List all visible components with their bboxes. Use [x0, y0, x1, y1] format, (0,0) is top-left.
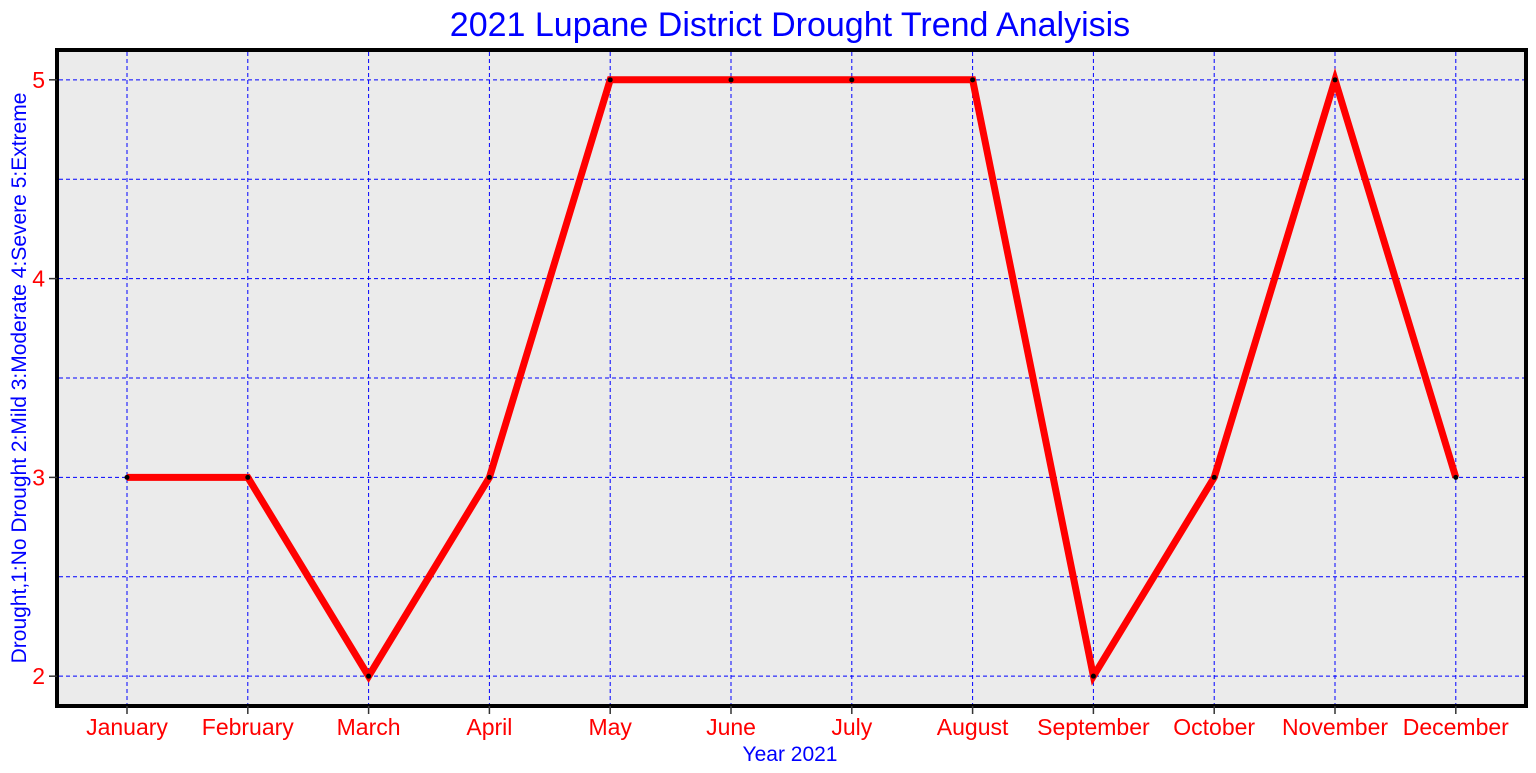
data-point [124, 474, 130, 480]
y-axis-ticks: 2 3 4 5 [32, 67, 57, 689]
x-axis-label: Year 2021 [743, 743, 838, 766]
x-tick-label: March [337, 714, 401, 740]
y-tick-label: 5 [32, 67, 45, 93]
x-tick-label: February [202, 714, 295, 740]
y-tick-label: 3 [32, 464, 45, 490]
x-tick-label: December [1403, 714, 1509, 740]
y-tick-label: 4 [32, 266, 45, 292]
x-tick-label: October [1173, 714, 1255, 740]
data-point [1332, 77, 1338, 83]
y-axis-label: Drought,1:No Drought 2:Mild 3:Moderate 4… [8, 93, 31, 664]
data-point [1211, 474, 1217, 480]
x-tick-label: June [706, 714, 756, 740]
x-tick-label: November [1282, 714, 1388, 740]
x-tick-label: August [937, 714, 1009, 740]
data-point [1090, 673, 1096, 679]
data-point [607, 77, 613, 83]
x-tick-label: July [831, 714, 872, 740]
data-series [124, 67, 1460, 686]
plot-panel [57, 50, 1526, 706]
chart-title: 2021 Lupane District Drought Trend Analy… [450, 6, 1130, 44]
data-point [728, 77, 734, 83]
data-point [849, 77, 855, 83]
data-point [970, 77, 976, 83]
x-tick-label: May [588, 714, 632, 740]
data-point [245, 474, 251, 480]
x-axis-ticks: January February March April May June July Augu… [86, 706, 1509, 740]
series-line [127, 67, 1460, 686]
x-tick-label: January [86, 714, 168, 740]
data-point [366, 673, 372, 679]
grid-lines [59, 52, 1524, 704]
plot-frame [55, 48, 1528, 708]
x-tick-label: April [466, 714, 512, 740]
data-point [1453, 474, 1459, 480]
data-point [486, 474, 492, 480]
x-tick-label: September [1037, 714, 1150, 740]
y-tick-label: 2 [32, 663, 45, 689]
